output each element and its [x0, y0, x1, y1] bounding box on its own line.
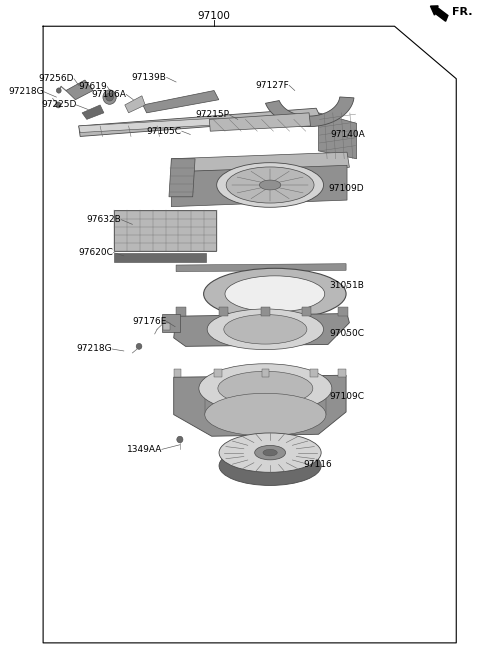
Bar — [338, 307, 348, 316]
Text: 97105C: 97105C — [147, 127, 182, 136]
Ellipse shape — [225, 276, 324, 312]
Polygon shape — [125, 96, 145, 113]
Ellipse shape — [205, 393, 326, 436]
Polygon shape — [82, 105, 104, 119]
Bar — [114, 253, 205, 262]
Ellipse shape — [106, 93, 113, 101]
Bar — [302, 307, 312, 316]
Polygon shape — [169, 159, 195, 197]
Ellipse shape — [204, 268, 346, 319]
Text: 97218G: 97218G — [9, 87, 44, 96]
Ellipse shape — [224, 315, 307, 344]
Polygon shape — [171, 152, 349, 172]
Bar — [176, 307, 186, 316]
Polygon shape — [265, 97, 354, 127]
Polygon shape — [66, 80, 93, 100]
Bar — [261, 307, 270, 316]
Bar — [114, 210, 216, 251]
Polygon shape — [209, 113, 311, 131]
Bar — [262, 369, 269, 377]
Polygon shape — [174, 314, 349, 346]
Text: 97109D: 97109D — [328, 184, 364, 194]
Polygon shape — [143, 91, 219, 113]
Text: 1349AA: 1349AA — [126, 445, 162, 454]
Bar — [163, 323, 170, 330]
Ellipse shape — [263, 449, 277, 456]
Bar — [174, 369, 181, 377]
Text: 97140A: 97140A — [331, 130, 365, 139]
Text: 97215P: 97215P — [195, 110, 229, 119]
Text: 97218G: 97218G — [76, 344, 112, 354]
Polygon shape — [171, 165, 347, 207]
Polygon shape — [319, 113, 357, 159]
Polygon shape — [79, 118, 221, 133]
Text: FR.: FR. — [452, 7, 472, 17]
Text: 97050C: 97050C — [330, 329, 364, 338]
Ellipse shape — [136, 344, 142, 349]
Text: 31051B: 31051B — [330, 281, 364, 290]
Text: 97116: 97116 — [303, 460, 332, 469]
Text: 97106A: 97106A — [91, 90, 126, 99]
Polygon shape — [79, 108, 321, 136]
Polygon shape — [204, 388, 326, 415]
Ellipse shape — [218, 371, 313, 405]
Polygon shape — [174, 375, 346, 436]
FancyArrow shape — [431, 6, 448, 21]
Ellipse shape — [199, 363, 332, 413]
Bar — [338, 369, 346, 377]
Ellipse shape — [216, 163, 324, 207]
Text: 97109C: 97109C — [330, 392, 364, 401]
Text: 97620C: 97620C — [79, 248, 113, 257]
Ellipse shape — [255, 445, 286, 460]
Text: 97619: 97619 — [78, 82, 107, 91]
Ellipse shape — [57, 88, 61, 93]
Text: 97127F: 97127F — [255, 81, 289, 90]
Ellipse shape — [103, 90, 116, 104]
Ellipse shape — [56, 102, 61, 108]
Ellipse shape — [207, 309, 324, 350]
Bar — [214, 369, 222, 377]
Ellipse shape — [219, 446, 321, 485]
Ellipse shape — [177, 436, 183, 443]
Text: 97176E: 97176E — [132, 317, 167, 326]
Ellipse shape — [259, 180, 281, 190]
Bar — [162, 314, 180, 332]
Bar — [219, 307, 228, 316]
Ellipse shape — [219, 433, 321, 472]
Bar — [310, 369, 318, 377]
Polygon shape — [176, 264, 346, 272]
Text: 97225D: 97225D — [41, 100, 76, 110]
Text: 97100: 97100 — [198, 11, 230, 22]
Text: 97139B: 97139B — [132, 73, 167, 82]
Text: 97256D: 97256D — [38, 74, 74, 83]
Ellipse shape — [226, 167, 314, 203]
Text: 97632B: 97632B — [87, 215, 121, 224]
